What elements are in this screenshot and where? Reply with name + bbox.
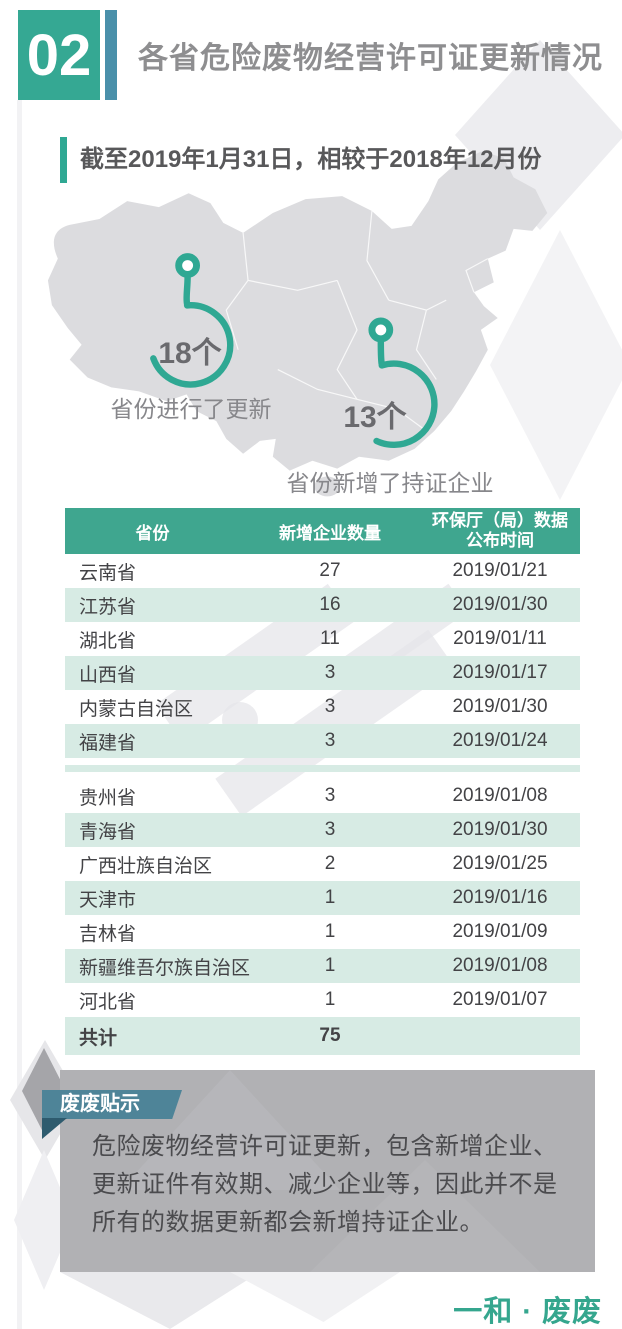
cell-province: 山西省 (79, 664, 137, 686)
total-count: 75 (319, 1025, 341, 1046)
cell-date: 2019/01/08 (452, 955, 548, 976)
table-row: 天津市 1 2019/01/16 (65, 881, 580, 915)
section-number-badge: 02 (18, 10, 100, 100)
cell-count: 3 (324, 785, 336, 806)
table-header-row: 省份 新增企业数量 环保厅（局）数据 公布时间 (65, 508, 580, 554)
cell-province: 云南省 (79, 562, 137, 584)
cell-count: 1 (324, 887, 336, 908)
table-row: 山西省 3 2019/01/17 (65, 656, 580, 690)
cell-date: 2019/01/16 (452, 887, 548, 908)
cell-date: 2019/01/17 (452, 662, 548, 683)
cell-date: 2019/01/24 (452, 730, 548, 751)
table-row: 福建省 3 2019/01/24 (65, 724, 580, 758)
subtitle-block: 截至2019年1月31日，相较于2018年12月份 (60, 137, 542, 183)
table-row: 内蒙古自治区 3 2019/01/30 (65, 690, 580, 724)
cell-province: 吉林省 (79, 923, 137, 945)
table-separator (65, 765, 580, 779)
cell-province: 江苏省 (79, 596, 137, 618)
cell-count: 2 (324, 853, 336, 874)
table-row: 广西壮族自治区 2 2019/01/25 (65, 847, 580, 881)
background-shape (230, 1272, 400, 1322)
table-row: 青海省 3 2019/01/30 (65, 813, 580, 847)
cell-date: 2019/01/07 (452, 989, 548, 1010)
cell-province: 天津市 (79, 889, 137, 911)
cell-date: 2019/01/11 (453, 628, 547, 649)
column-header-date: 环保厅（局）数据 公布时间 (432, 511, 568, 550)
cell-count: 16 (319, 594, 341, 615)
cell-date: 2019/01/30 (452, 819, 548, 840)
background-shape (17, 100, 22, 1329)
cell-province: 河北省 (79, 991, 137, 1013)
subtitle-text: 截至2019年1月31日，相较于2018年12月份 (80, 146, 542, 173)
china-map-silhouette (47, 151, 548, 471)
table-row: 吉林省 1 2019/01/09 (65, 915, 580, 949)
map-pin-icon (368, 317, 438, 448)
cell-province: 福建省 (79, 732, 137, 754)
table-row: 新疆维吾尔族自治区 1 2019/01/08 (65, 949, 580, 983)
total-label: 共计 (79, 1027, 118, 1049)
province-table: 省份 新增企业数量 环保厅（局）数据 公布时间 云南省 27 2019/01/2… (65, 508, 580, 1055)
stat-updated-label: 省份进行了更新 (110, 396, 272, 422)
brand-logo: 一和 · 废废 (453, 1296, 602, 1328)
column-header-province: 省份 (135, 523, 170, 543)
note-tag-ribbon: 废废贴示 (42, 1090, 182, 1119)
cell-count: 1 (324, 989, 336, 1010)
stat-new-licenses-label: 省份新增了持证企业 (286, 470, 494, 496)
hainan-island (314, 476, 341, 497)
table-row: 云南省 27 2019/01/21 (65, 554, 580, 588)
table-body: 云南省 27 2019/01/21 江苏省 16 2019/01/30 湖北省 … (65, 554, 580, 1017)
cell-province: 内蒙古自治区 (79, 698, 194, 720)
table-row: 江苏省 16 2019/01/30 (65, 588, 580, 622)
cell-count: 27 (319, 560, 341, 581)
cell-province: 青海省 (79, 821, 137, 843)
subtitle-accent-bar (60, 137, 67, 183)
cell-count: 11 (320, 628, 340, 649)
cell-date: 2019/01/30 (452, 696, 548, 717)
background-shape (60, 1272, 260, 1329)
cell-province: 广西壮族自治区 (79, 855, 213, 877)
cell-count: 3 (324, 730, 336, 751)
cell-count: 1 (324, 955, 336, 976)
cell-date: 2019/01/30 (452, 594, 548, 615)
column-header-count: 新增企业数量 (279, 523, 381, 543)
china-map (47, 151, 548, 497)
table-row: 河北省 1 2019/01/07 (65, 983, 580, 1017)
cell-date: 2019/01/21 (452, 560, 548, 581)
taiwan-island (443, 365, 461, 394)
province-borders (225, 210, 489, 432)
note-text: 危险废物经营许可证更新，包含新增企业、更新证件有效期、减少企业等，因此并不是所有… (92, 1133, 558, 1236)
cell-count: 1 (324, 921, 336, 942)
cell-count: 3 (324, 819, 336, 840)
cell-count: 3 (324, 696, 336, 717)
cell-count: 3 (324, 662, 336, 683)
cell-date: 2019/01/09 (452, 921, 548, 942)
header-accent-bar (105, 10, 117, 100)
table-row: 贵州省 3 2019/01/08 (65, 779, 580, 813)
cell-province: 湖北省 (79, 630, 137, 652)
cell-province: 新疆维吾尔族自治区 (79, 957, 251, 979)
stat-new-licenses-value: 13个 (343, 401, 407, 434)
table-row: 湖北省 11 2019/01/11 (65, 622, 580, 656)
table-total-row: 共计 75 (65, 1017, 580, 1055)
cell-date: 2019/01/25 (452, 853, 548, 874)
cell-province: 贵州省 (79, 787, 137, 809)
stat-updated-value: 18个 (158, 337, 222, 370)
map-pin-icon (150, 253, 234, 388)
china-map-section: 18个 省份进行了更新 13个 省份新增了持证企业 (40, 140, 575, 505)
cell-date: 2019/01/08 (452, 785, 548, 806)
page-title: 各省危险废物经营许可证更新情况 (138, 42, 603, 75)
